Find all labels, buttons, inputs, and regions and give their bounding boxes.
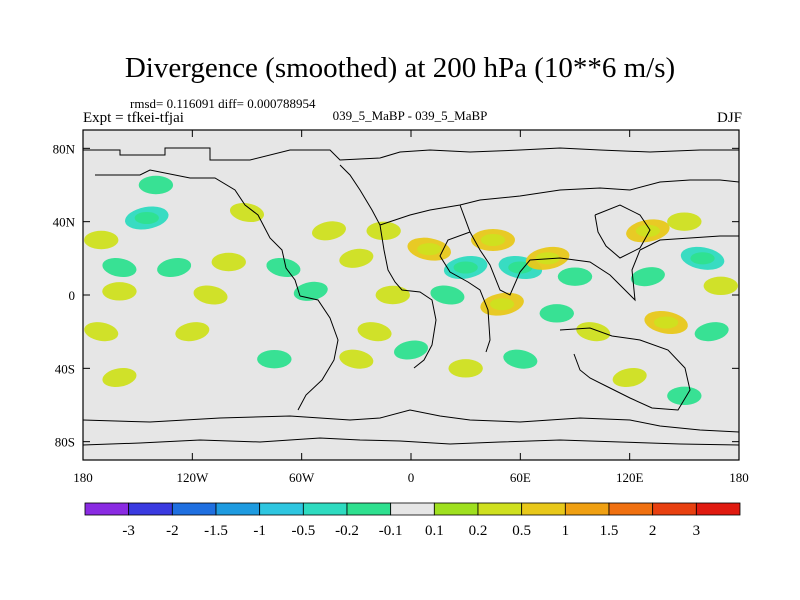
colorbar-label: 0.2 bbox=[469, 523, 488, 539]
colorbar-swatch bbox=[302, 502, 348, 516]
x-tick-label: 0 bbox=[408, 470, 415, 485]
anomaly-blob bbox=[667, 212, 702, 231]
colorbar-swatch bbox=[215, 502, 261, 516]
anomaly-blob bbox=[211, 252, 246, 272]
colorbar-swatch bbox=[652, 502, 697, 516]
anomaly-blob bbox=[430, 285, 465, 305]
anomaly-blob bbox=[84, 322, 119, 342]
colorbar-swatch bbox=[521, 502, 566, 516]
anomaly-blob bbox=[630, 267, 665, 287]
anomaly-blob bbox=[539, 304, 574, 323]
experiment-label: Expt = tfkei-tfjai bbox=[83, 110, 184, 126]
anomaly-blob bbox=[694, 322, 729, 342]
colorbar-label: -1 bbox=[253, 523, 266, 539]
y-tick-label: 40S bbox=[55, 361, 75, 376]
anomaly-core bbox=[480, 233, 506, 247]
colorbar-swatch bbox=[259, 502, 304, 516]
colorbar-label: 0.5 bbox=[512, 523, 531, 539]
y-tick-label: 40N bbox=[53, 215, 76, 230]
anomaly-blob bbox=[266, 257, 301, 278]
anomaly-core bbox=[134, 211, 159, 225]
y-tick-label: 80N bbox=[53, 141, 76, 156]
anomaly-blob bbox=[357, 322, 392, 342]
colorbar-label: 0.1 bbox=[425, 523, 444, 539]
anomaly-blob bbox=[576, 322, 611, 342]
anomaly-blob bbox=[229, 202, 265, 223]
anomaly-core bbox=[654, 316, 679, 329]
x-tick-label: 120E bbox=[616, 470, 644, 485]
anomaly-blob bbox=[612, 367, 647, 388]
x-tick-label: 60W bbox=[289, 470, 315, 485]
anomaly-core bbox=[635, 224, 660, 237]
colorbar-swatch bbox=[477, 502, 523, 516]
colorbar-label: -3 bbox=[122, 523, 135, 539]
anomaly-blob bbox=[102, 367, 137, 388]
colorbar-swatch bbox=[390, 502, 435, 516]
anomaly-blob bbox=[102, 257, 137, 278]
colorbar-label: -1.5 bbox=[204, 523, 228, 539]
anomaly-blob bbox=[393, 340, 429, 360]
anomaly-blob bbox=[193, 285, 228, 305]
colorbar-label: 2 bbox=[649, 523, 657, 539]
colorbar-label: 3 bbox=[693, 523, 701, 539]
anomaly-blob bbox=[375, 285, 410, 305]
anomaly-blob bbox=[339, 349, 374, 369]
x-tick-label: 60E bbox=[510, 470, 531, 485]
colorbar-swatch bbox=[128, 502, 173, 516]
anomaly-core bbox=[490, 298, 515, 311]
colorbar-label: 1.5 bbox=[600, 523, 619, 539]
axes: 180 120W 60W 0 60E 120E 180 80N 40N 0 40S 80S bbox=[53, 130, 749, 485]
colorbar-swatch bbox=[433, 502, 479, 516]
anomaly-core bbox=[417, 243, 442, 256]
runs-label: 039_5_MaBP - 039_5_MaBP bbox=[332, 108, 488, 123]
anomaly-blob bbox=[503, 349, 538, 369]
anomaly-blob bbox=[366, 221, 401, 241]
x-tick-label: 120W bbox=[176, 470, 209, 485]
anomaly-blob bbox=[339, 248, 374, 268]
colorbar-swatch bbox=[346, 502, 392, 516]
colorbar-swatch bbox=[84, 502, 130, 516]
colorbar-label: -0.1 bbox=[379, 523, 403, 539]
colorbar-swatch bbox=[564, 502, 610, 516]
anomaly-blob bbox=[257, 349, 292, 369]
season-label: DJF bbox=[716, 110, 742, 126]
colorbar-swatch bbox=[171, 502, 217, 516]
colorbar-swatch bbox=[695, 502, 741, 516]
anomaly-blob bbox=[84, 230, 119, 250]
anomaly-blob bbox=[667, 386, 702, 406]
anomaly-blob bbox=[175, 322, 210, 342]
anomaly-core bbox=[690, 252, 715, 265]
stats-text: rmsd= 0.116091 diff= 0.000788954 bbox=[130, 96, 316, 111]
anomaly-blob bbox=[102, 282, 137, 301]
anomaly-blob bbox=[157, 257, 192, 278]
colorbar-label: -0.2 bbox=[335, 523, 359, 539]
anomaly-core bbox=[453, 261, 478, 274]
x-tick-label: 180 bbox=[73, 470, 93, 485]
anomaly-blob bbox=[557, 267, 593, 286]
y-tick-label: 80S bbox=[55, 435, 75, 450]
colorbar-swatch bbox=[608, 502, 654, 516]
anomaly-blob bbox=[311, 221, 347, 241]
coastlines bbox=[83, 147, 739, 446]
colorbar-label: -0.5 bbox=[291, 523, 315, 539]
anomaly-blob bbox=[703, 276, 738, 296]
anomaly-blob bbox=[448, 359, 483, 378]
chart-title: Divergence (smoothed) at 200 hPa (10**6 … bbox=[124, 52, 676, 84]
anomaly-layer bbox=[84, 175, 738, 406]
colorbar: -3 -2 -1.5 -1 -0.5 -0.2 -0.1 0.1 0.2 0.5 1 1.5 2 3 bbox=[84, 502, 741, 539]
colorbar-label: -2 bbox=[166, 523, 179, 539]
x-tick-label: 180 bbox=[729, 470, 749, 485]
anomaly-blob bbox=[138, 175, 174, 195]
y-tick-label: 0 bbox=[69, 288, 76, 303]
colorbar-label: 1 bbox=[562, 523, 570, 539]
